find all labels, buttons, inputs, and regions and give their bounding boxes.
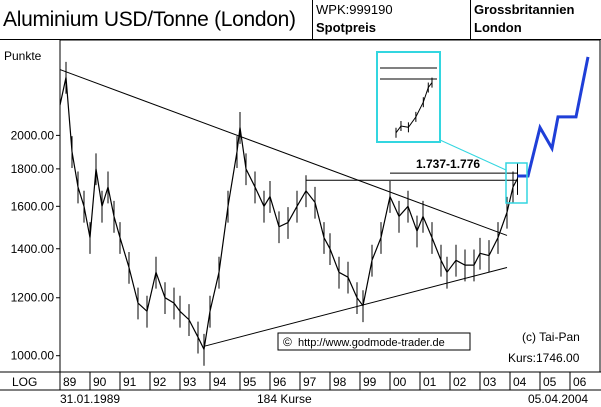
count-label: 184 Kurse bbox=[257, 392, 312, 406]
copyright-label: (c) Tai-Pan bbox=[522, 330, 580, 344]
y-tick-label: 1600.00 bbox=[11, 199, 55, 213]
y-tick-label: 1000.00 bbox=[11, 349, 55, 363]
x-tick-label: 00 bbox=[393, 375, 407, 389]
y-tick-label: 1400.00 bbox=[11, 242, 55, 256]
x-tick-label: 96 bbox=[273, 375, 287, 389]
last-price-label: Kurs:1746.00 bbox=[508, 351, 580, 365]
trend-lines bbox=[59, 69, 518, 347]
x-tick-label: 98 bbox=[333, 375, 347, 389]
x-tick-label: 92 bbox=[153, 375, 167, 389]
x-axis: 89 90 91 92 93 94 95 96 97 98 99 00 01 02 03 04 05 06 bbox=[59, 372, 587, 390]
x-tick-label: 05 bbox=[543, 375, 557, 389]
x-tick-label: 06 bbox=[573, 375, 587, 389]
y-tick-label: 2000.00 bbox=[11, 128, 55, 142]
axis-mode-label: LOG bbox=[12, 375, 37, 389]
end-date-label: 05.04.2004 bbox=[528, 392, 588, 406]
y-unit-label: Punkte bbox=[4, 49, 42, 63]
source-url[interactable]: http://www.godmode-trader.de bbox=[298, 337, 445, 349]
y-axis: 1000.00 1200.00 1400.00 1600.00 1800.00 2000.… bbox=[11, 128, 60, 363]
x-tick-label: 89 bbox=[63, 375, 77, 389]
location-box: Grossbritannien London bbox=[471, 0, 601, 40]
trend-line bbox=[59, 69, 508, 236]
zoom-price-line bbox=[395, 82, 433, 134]
zoom-inset bbox=[376, 51, 528, 204]
zoom-source-frame bbox=[505, 162, 528, 204]
x-tick-label: 91 bbox=[123, 375, 137, 389]
x-tick-label: 99 bbox=[363, 375, 377, 389]
chart-title: Aluminium USD/Tonne (London) bbox=[0, 0, 313, 40]
x-tick-label: 95 bbox=[243, 375, 257, 389]
x-tick-label: 01 bbox=[423, 375, 437, 389]
x-tick-label: 93 bbox=[183, 375, 197, 389]
country-label: Grossbritannien bbox=[474, 2, 575, 17]
trend-line bbox=[203, 266, 508, 347]
price-type: Spotpreis bbox=[316, 20, 376, 35]
plot-area bbox=[59, 40, 601, 373]
price-line bbox=[59, 77, 519, 352]
price-series bbox=[59, 61, 519, 366]
x-tick-label: 02 bbox=[453, 375, 467, 389]
url-box bbox=[277, 332, 471, 351]
zoom-inset-series bbox=[395, 77, 433, 138]
city-label: London bbox=[474, 20, 522, 35]
x-tick-label: 97 bbox=[303, 375, 317, 389]
projection-line bbox=[517, 56, 590, 178]
projection-series bbox=[517, 56, 590, 178]
wpk-number: WPK:999190 bbox=[316, 2, 393, 17]
y-tick-label: 1800.00 bbox=[11, 162, 55, 176]
price-chart: Punkte 1000.00 1200.00 1400.00 1600.00 1800.… bbox=[0, 40, 601, 406]
zoom-connector-line bbox=[439, 139, 507, 171]
x-tick-label: 03 bbox=[483, 375, 497, 389]
x-tick-label: 94 bbox=[213, 375, 227, 389]
price-range-annotation: 1.737-1.776 bbox=[416, 157, 480, 171]
x-tick-label: 90 bbox=[93, 375, 107, 389]
y-tick-label: 1200.00 bbox=[11, 291, 55, 305]
wpk-box: WPK:999190 Spotpreis bbox=[313, 0, 471, 40]
start-date-label: 31.01.1989 bbox=[60, 392, 120, 406]
copyright-circle-icon: © bbox=[283, 335, 292, 349]
x-tick-label: 04 bbox=[513, 375, 527, 389]
